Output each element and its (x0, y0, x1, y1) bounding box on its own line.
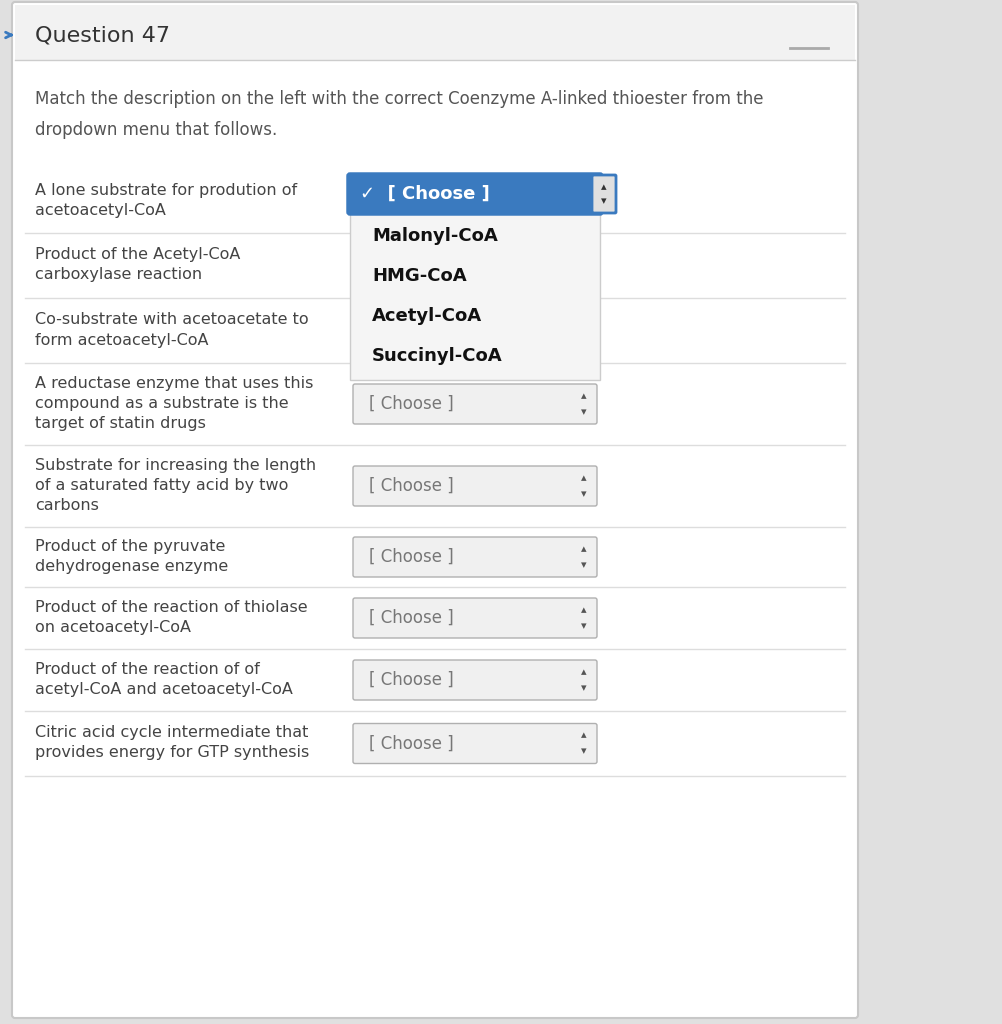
Text: HMG-CoA: HMG-CoA (372, 267, 467, 285)
FancyBboxPatch shape (353, 246, 597, 286)
Text: ▾: ▾ (581, 560, 587, 570)
Text: ▴: ▴ (601, 182, 607, 193)
Text: A lone substrate for prodution of: A lone substrate for prodution of (35, 182, 298, 198)
Text: ▴: ▴ (581, 605, 587, 615)
Text: ▾: ▾ (581, 621, 587, 631)
Bar (15, 5, 855, 60)
Text: of a saturated fatty acid by two: of a saturated fatty acid by two (35, 478, 289, 493)
Text: target of statin drugs: target of statin drugs (35, 416, 205, 431)
Text: Succinyl-CoA: Succinyl-CoA (372, 347, 503, 365)
Text: Question 47: Question 47 (35, 25, 170, 45)
Text: [ Choose ]: [ Choose ] (369, 734, 454, 753)
Text: Citric acid cycle intermediate that: Citric acid cycle intermediate that (35, 725, 309, 740)
FancyBboxPatch shape (353, 537, 597, 577)
Text: Acetyl-CoA: Acetyl-CoA (372, 307, 482, 325)
Text: carbons: carbons (35, 498, 99, 513)
Text: A reductase enzyme that uses this: A reductase enzyme that uses this (35, 376, 314, 391)
FancyBboxPatch shape (353, 598, 597, 638)
Text: provides energy for GTP synthesis: provides energy for GTP synthesis (35, 745, 310, 761)
Text: ▾: ▾ (581, 683, 587, 693)
Text: ▴: ▴ (581, 667, 587, 677)
Text: [ Choose ]: [ Choose ] (369, 548, 454, 566)
Text: ▴: ▴ (581, 730, 587, 740)
Text: form acetoacetyl-CoA: form acetoacetyl-CoA (35, 333, 208, 347)
Text: ✓  [ Choose ]: ✓ [ Choose ] (360, 185, 490, 203)
Text: ▾: ▾ (581, 489, 587, 499)
FancyBboxPatch shape (353, 660, 597, 700)
Text: ▴: ▴ (581, 253, 587, 262)
Text: ▾: ▾ (581, 268, 587, 279)
Text: Malonyl-CoA: Malonyl-CoA (372, 227, 498, 245)
Text: carboxylase reaction: carboxylase reaction (35, 267, 202, 283)
Text: ▾: ▾ (581, 746, 587, 757)
Text: [ Choose ]: [ Choose ] (369, 256, 454, 274)
Text: ▾: ▾ (581, 334, 587, 343)
Text: ▴: ▴ (581, 391, 587, 401)
Text: ▴: ▴ (581, 473, 587, 483)
Text: [ Choose ]: [ Choose ] (369, 477, 454, 495)
Text: [ Choose ]: [ Choose ] (369, 671, 454, 689)
Text: ▴: ▴ (581, 317, 587, 328)
Text: Co-substrate with acetoacetate to: Co-substrate with acetoacetate to (35, 312, 309, 328)
Text: Match the description on the left with the correct Coenzyme A-linked thioester f: Match the description on the left with t… (35, 90, 764, 138)
Text: Product of the pyruvate: Product of the pyruvate (35, 539, 225, 554)
FancyBboxPatch shape (350, 212, 600, 380)
Text: [ Choose ]: [ Choose ] (369, 395, 454, 413)
Text: Substrate for increasing the length: Substrate for increasing the length (35, 458, 316, 473)
Text: acetyl-CoA and acetoacetyl-CoA: acetyl-CoA and acetoacetyl-CoA (35, 682, 293, 697)
Text: dehydrogenase enzyme: dehydrogenase enzyme (35, 559, 228, 574)
FancyBboxPatch shape (353, 724, 597, 764)
FancyBboxPatch shape (353, 384, 597, 424)
FancyBboxPatch shape (353, 466, 597, 506)
FancyBboxPatch shape (348, 174, 602, 214)
Text: acetoacetyl-CoA: acetoacetyl-CoA (35, 203, 166, 217)
Text: ▴: ▴ (581, 544, 587, 554)
Text: [ Choose ]: [ Choose ] (369, 322, 454, 340)
FancyBboxPatch shape (353, 310, 597, 350)
Text: ▾: ▾ (601, 196, 607, 206)
Text: on acetoacetyl-CoA: on acetoacetyl-CoA (35, 620, 191, 635)
Text: Product of the Acetyl-CoA: Product of the Acetyl-CoA (35, 248, 240, 262)
Text: compound as a substrate is the: compound as a substrate is the (35, 396, 289, 411)
Text: Product of the reaction of of: Product of the reaction of of (35, 662, 260, 677)
Text: ▾: ▾ (581, 407, 587, 417)
FancyBboxPatch shape (592, 175, 616, 213)
Text: Product of the reaction of thiolase: Product of the reaction of thiolase (35, 600, 308, 615)
FancyBboxPatch shape (12, 2, 858, 1018)
Text: [ Choose ]: [ Choose ] (369, 609, 454, 627)
